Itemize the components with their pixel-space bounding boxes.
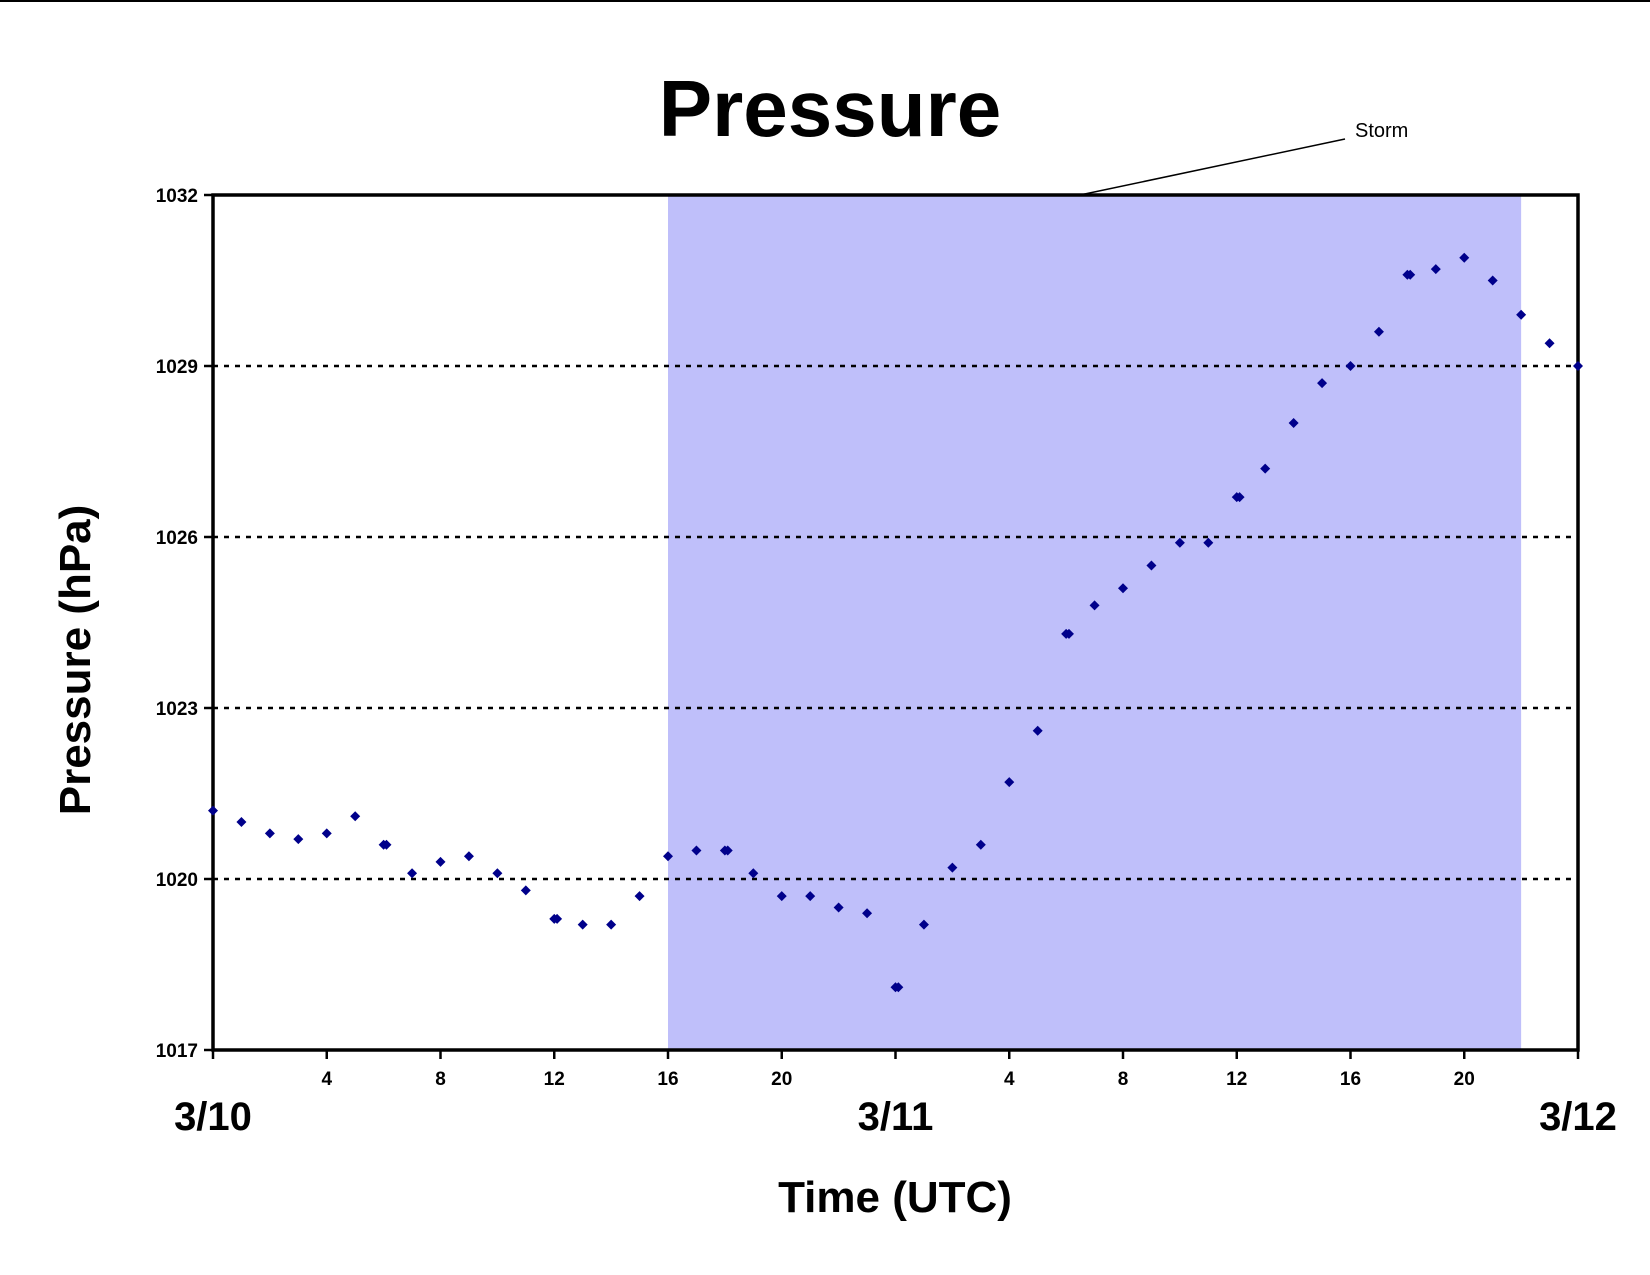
ytick-label: 1026 xyxy=(156,528,198,549)
y-axis-title: Pressure (hPa) xyxy=(51,505,100,816)
data-point xyxy=(1405,269,1416,280)
data-point xyxy=(975,839,986,850)
data-point xyxy=(1063,628,1074,639)
data-point xyxy=(1004,777,1015,788)
data-point xyxy=(350,811,361,822)
xtick-label: 8 xyxy=(1118,1069,1129,1090)
data-point xyxy=(264,828,275,839)
data-point xyxy=(463,851,474,862)
data-points xyxy=(208,252,1583,993)
data-point xyxy=(1032,725,1043,736)
date-label: 3/10 xyxy=(174,1095,252,1139)
data-point xyxy=(1234,492,1245,503)
data-point xyxy=(1118,583,1128,594)
ytick-label: 1023 xyxy=(156,699,198,720)
data-point xyxy=(1516,309,1527,320)
date-labels: 3/10 3/11 3/12 xyxy=(174,1095,1617,1139)
data-point xyxy=(833,902,844,913)
data-point xyxy=(381,839,392,850)
y-axis-ticks: 1017 1020 1023 1026 1029 1032 xyxy=(156,186,213,1062)
xtick-label: 16 xyxy=(1340,1069,1361,1090)
data-point xyxy=(748,868,759,879)
storm-shaded-region xyxy=(668,195,1522,1050)
x-axis-ticks: 4 8 12 16 20 4 8 12 16 20 xyxy=(211,1050,1580,1090)
data-point xyxy=(1288,418,1299,428)
xtick-label: 16 xyxy=(657,1069,678,1090)
data-point xyxy=(208,805,218,816)
data-point xyxy=(552,913,563,924)
date-label: 3/12 xyxy=(1539,1095,1617,1139)
xtick-label: 20 xyxy=(1454,1069,1475,1090)
data-point xyxy=(236,817,247,827)
data-point xyxy=(407,868,418,879)
data-point xyxy=(1459,252,1470,263)
ytick-label: 1020 xyxy=(156,870,198,891)
data-point xyxy=(1430,264,1441,275)
x-axis-title: Time (UTC) xyxy=(778,1173,1012,1222)
xtick-label: 12 xyxy=(1226,1069,1247,1090)
data-point xyxy=(1573,361,1583,371)
data-point xyxy=(1544,338,1555,349)
data-point xyxy=(1174,537,1185,548)
data-point xyxy=(862,908,873,919)
data-point xyxy=(663,851,673,862)
chart-title: Pressure xyxy=(659,64,1001,153)
data-point xyxy=(606,919,617,930)
data-point xyxy=(1373,326,1384,337)
xtick-label: 4 xyxy=(1004,1069,1015,1090)
data-point xyxy=(1260,463,1271,474)
ytick-label: 1032 xyxy=(156,186,198,207)
data-point xyxy=(1317,378,1328,389)
data-point xyxy=(893,982,904,993)
ytick-label: 1017 xyxy=(156,1041,198,1062)
data-point xyxy=(722,845,733,856)
data-point xyxy=(435,856,446,867)
date-label: 3/11 xyxy=(858,1095,934,1139)
data-point xyxy=(776,891,787,902)
data-point xyxy=(1089,600,1100,611)
data-point xyxy=(577,919,588,930)
storm-annotation-label: Storm xyxy=(1355,120,1408,142)
ytick-label: 1029 xyxy=(156,357,198,378)
xtick-label: 4 xyxy=(321,1069,332,1090)
data-point xyxy=(1146,560,1157,571)
data-point xyxy=(918,919,929,930)
data-point xyxy=(1203,537,1214,548)
data-point xyxy=(1487,275,1498,286)
xtick-label: 12 xyxy=(544,1069,565,1090)
data-point xyxy=(321,828,332,839)
xtick-label: 8 xyxy=(435,1069,446,1090)
data-point xyxy=(805,891,816,902)
data-point xyxy=(947,862,958,873)
storm-annotation-line xyxy=(1079,138,1346,196)
xtick-label: 20 xyxy=(771,1069,792,1090)
data-point xyxy=(634,891,645,902)
data-point xyxy=(520,885,531,896)
data-point xyxy=(492,868,503,879)
data-point xyxy=(691,845,702,856)
data-point xyxy=(293,834,304,845)
data-point xyxy=(1345,361,1356,371)
